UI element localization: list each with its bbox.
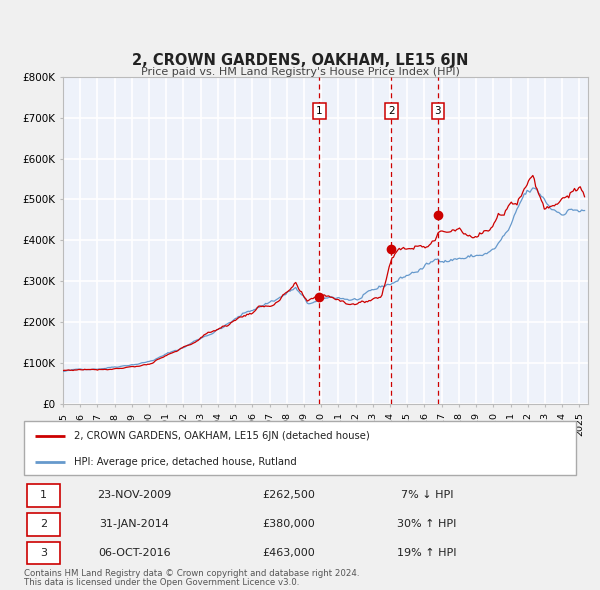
Text: Price paid vs. HM Land Registry's House Price Index (HPI): Price paid vs. HM Land Registry's House … (140, 67, 460, 77)
Text: 3: 3 (40, 548, 47, 558)
Text: 1: 1 (40, 490, 47, 500)
Text: £463,000: £463,000 (263, 548, 316, 558)
FancyBboxPatch shape (27, 484, 60, 507)
Text: £262,500: £262,500 (263, 490, 316, 500)
Text: 06-OCT-2016: 06-OCT-2016 (98, 548, 171, 558)
Text: £380,000: £380,000 (263, 519, 316, 529)
Text: HPI: Average price, detached house, Rutland: HPI: Average price, detached house, Rutl… (74, 457, 296, 467)
Text: 2: 2 (40, 519, 47, 529)
Text: 7% ↓ HPI: 7% ↓ HPI (401, 490, 453, 500)
FancyBboxPatch shape (27, 542, 60, 565)
Text: 2: 2 (388, 106, 395, 116)
Text: 23-NOV-2009: 23-NOV-2009 (97, 490, 172, 500)
Text: This data is licensed under the Open Government Licence v3.0.: This data is licensed under the Open Gov… (24, 578, 299, 588)
FancyBboxPatch shape (24, 421, 576, 475)
Text: Contains HM Land Registry data © Crown copyright and database right 2024.: Contains HM Land Registry data © Crown c… (24, 569, 359, 578)
Text: 19% ↑ HPI: 19% ↑ HPI (397, 548, 457, 558)
Text: 30% ↑ HPI: 30% ↑ HPI (397, 519, 457, 529)
Text: 2, CROWN GARDENS, OAKHAM, LE15 6JN: 2, CROWN GARDENS, OAKHAM, LE15 6JN (132, 53, 468, 68)
Text: 1: 1 (316, 106, 323, 116)
Text: 2, CROWN GARDENS, OAKHAM, LE15 6JN (detached house): 2, CROWN GARDENS, OAKHAM, LE15 6JN (deta… (74, 431, 370, 441)
FancyBboxPatch shape (27, 513, 60, 536)
Text: 3: 3 (434, 106, 441, 116)
Text: 31-JAN-2014: 31-JAN-2014 (100, 519, 169, 529)
